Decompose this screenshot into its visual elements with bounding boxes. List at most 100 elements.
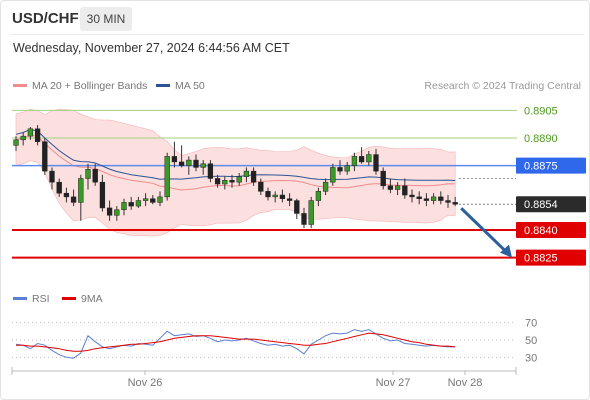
candle-body — [157, 196, 163, 203]
candle-body — [366, 154, 372, 163]
candle-body — [63, 192, 70, 198]
candle — [85, 163, 91, 190]
candle-body — [315, 191, 322, 201]
candle — [214, 174, 221, 188]
legend-rsi-swatch — [13, 296, 27, 300]
candle — [337, 160, 343, 175]
candle — [222, 176, 228, 190]
candle-body — [142, 198, 149, 201]
candle-body — [301, 213, 307, 225]
level-box — [516, 249, 586, 266]
candle-body — [423, 198, 430, 201]
candle — [121, 198, 127, 216]
candle — [236, 172, 242, 186]
legend-bollinger-label: MA 20 + Bollinger Bands — [32, 80, 148, 92]
candle-body — [99, 181, 106, 209]
candle-body — [445, 200, 451, 203]
candle — [135, 196, 142, 208]
candle — [315, 187, 322, 207]
legend-ma50-label: MA 50 — [175, 80, 205, 92]
candle — [250, 167, 257, 186]
candle-body — [394, 185, 401, 190]
candle — [243, 167, 250, 183]
candle-body — [286, 198, 293, 201]
candle-body — [351, 156, 358, 166]
candle — [92, 163, 98, 186]
last-price-box — [516, 196, 586, 213]
candle-body — [171, 156, 178, 163]
candle — [344, 161, 350, 175]
candle — [78, 174, 84, 221]
header-divider — [10, 34, 584, 35]
candle — [373, 149, 379, 175]
candle-body — [150, 198, 156, 203]
candle-body — [279, 194, 286, 199]
candle-body — [308, 200, 314, 225]
legend-9ma-swatch — [62, 296, 76, 300]
candle-body — [186, 159, 192, 166]
candle — [193, 154, 199, 172]
candle-body — [402, 185, 408, 196]
candle-body — [92, 169, 98, 183]
candle-body — [430, 196, 437, 201]
level-label: 0.8854 — [524, 199, 558, 211]
candle — [99, 174, 106, 212]
legend-rsi-label: RSI — [32, 293, 50, 305]
rsi-tick-label: 50 — [525, 335, 537, 347]
candle-body — [13, 139, 19, 146]
candle-body — [135, 200, 142, 207]
candle — [279, 189, 286, 203]
candle-body — [78, 178, 84, 203]
candle — [42, 138, 48, 175]
candle-body — [322, 181, 329, 192]
timeframe-button[interactable]: 30 MIN — [80, 7, 132, 31]
level-lines-layer: 0.8905 0.8890 0.8875 0.8854 0.8840 0.8825 — [12, 105, 586, 266]
candle — [423, 193, 430, 207]
level-label: 0.8825 — [524, 253, 558, 265]
candle-body — [222, 180, 228, 185]
candle — [229, 174, 235, 188]
forecast-layer — [460, 207, 512, 258]
candle — [207, 160, 214, 183]
candle — [128, 196, 134, 210]
candle — [164, 152, 170, 201]
candle — [416, 191, 422, 205]
candle-body — [42, 141, 48, 172]
candle-body — [85, 169, 91, 179]
legend-rsi: RSI — [13, 293, 50, 305]
level-box — [516, 157, 586, 174]
candle-body — [229, 180, 235, 183]
candle — [322, 178, 329, 196]
candle-body — [193, 159, 199, 168]
candle-body — [272, 194, 278, 198]
candle — [272, 191, 278, 203]
candle-body — [265, 191, 271, 198]
candle-body — [344, 165, 350, 172]
candle-body — [330, 167, 336, 183]
candle — [70, 189, 77, 207]
x-tick-label: Nov 26 — [128, 377, 163, 389]
candle — [114, 206, 120, 221]
legend-9ma: 9MA — [62, 293, 103, 305]
candle-body — [358, 156, 365, 163]
candle-body — [416, 196, 422, 199]
candle-body — [380, 170, 386, 187]
candle — [430, 193, 437, 205]
candle — [63, 187, 70, 203]
candle — [49, 167, 55, 190]
candle — [409, 189, 415, 203]
candle-body — [438, 196, 444, 201]
candle — [387, 178, 394, 194]
legend-bollinger: MA 20 + Bollinger Bands — [13, 80, 147, 92]
candle — [452, 196, 458, 207]
bollinger-band — [15, 108, 456, 237]
candle — [150, 195, 156, 205]
candle-body — [121, 202, 127, 211]
legend-9ma-label: 9MA — [81, 293, 103, 305]
candle — [13, 136, 19, 151]
candle-body — [106, 207, 113, 216]
research-credit: Research © 2024 Trading Central — [424, 80, 581, 92]
candle-body — [294, 200, 300, 214]
symbol-title: USD/CHF — [12, 10, 79, 27]
